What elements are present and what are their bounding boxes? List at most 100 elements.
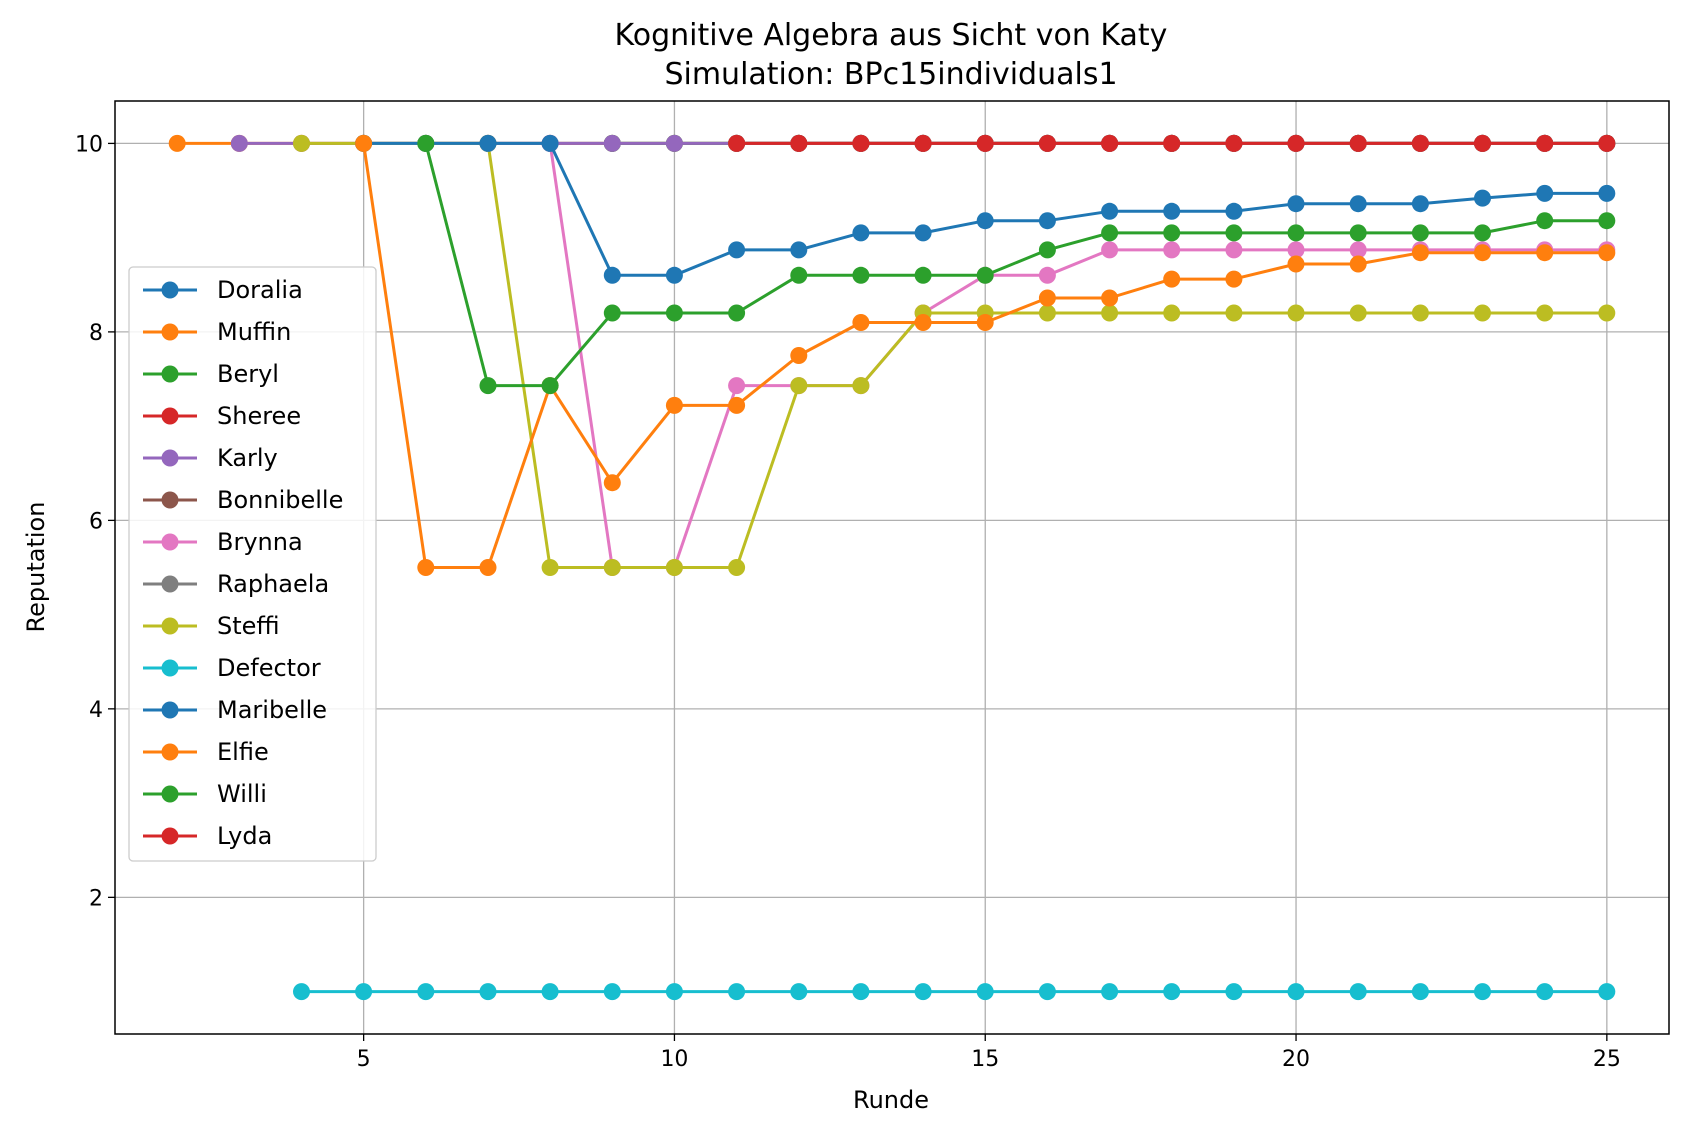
legend-marker <box>161 323 179 341</box>
series-maribelle <box>355 134 1616 284</box>
x-axis-label: Runde <box>853 1086 929 1114</box>
data-point <box>1536 212 1554 230</box>
data-point <box>1536 244 1554 262</box>
x-tick-label: 10 <box>660 1047 688 1072</box>
data-point <box>1225 134 1243 152</box>
data-point <box>1101 983 1119 1001</box>
series-willi <box>417 134 1616 395</box>
legend-item-doralia: Doralia <box>143 276 303 304</box>
chart-title: Kognitive Algebra aus Sicht von Katy <box>615 18 1168 53</box>
legend-label: Elfie <box>217 738 269 766</box>
chart-subtitle: Simulation: BPc15individuals1 <box>664 57 1117 92</box>
data-point <box>1225 202 1243 220</box>
data-point <box>1598 134 1616 152</box>
legend-marker <box>161 785 179 803</box>
data-point <box>541 559 559 576</box>
data-point <box>1598 983 1616 1001</box>
data-point <box>1225 983 1243 1001</box>
legend-marker <box>161 407 179 425</box>
series-line <box>548 143 1607 569</box>
data-point <box>1411 244 1429 262</box>
data-point <box>1411 224 1429 242</box>
data-point <box>1225 224 1243 242</box>
legend-marker <box>161 281 179 299</box>
legend-item-bonnibelle: Bonnibelle <box>143 486 343 514</box>
legend-label: Bonnibelle <box>217 486 343 514</box>
data-point <box>790 241 808 259</box>
data-point <box>852 134 870 152</box>
data-point <box>852 377 870 395</box>
legend-label: Maribelle <box>217 696 327 724</box>
data-point <box>1287 983 1305 1001</box>
data-point <box>1349 241 1367 259</box>
data-point <box>1411 983 1429 1001</box>
data-point <box>417 983 435 1001</box>
data-point <box>479 559 497 576</box>
data-point <box>1038 266 1056 284</box>
data-point <box>1598 212 1616 230</box>
data-point <box>976 983 994 1001</box>
data-point <box>1287 224 1305 242</box>
data-point <box>914 314 932 331</box>
legend-marker <box>161 659 179 677</box>
legend-label: Beryl <box>217 360 279 388</box>
data-point <box>728 983 746 1001</box>
legend-item-defector: Defector <box>143 654 321 682</box>
data-point <box>1349 224 1367 242</box>
data-point <box>976 314 994 331</box>
data-point <box>541 983 559 1001</box>
data-point <box>1225 304 1243 322</box>
data-point <box>790 266 808 284</box>
legend-marker <box>161 575 179 593</box>
data-point <box>1349 134 1367 152</box>
y-tick-label: 6 <box>89 509 103 534</box>
data-point <box>665 134 683 152</box>
data-point <box>1411 195 1429 213</box>
data-point <box>728 304 746 322</box>
plot-frame <box>114 100 1670 1035</box>
legend-label: Doralia <box>217 276 303 304</box>
data-point <box>728 134 746 152</box>
series-defector <box>293 983 1616 1001</box>
y-tick-label: 2 <box>89 886 103 911</box>
data-point <box>1474 983 1491 1001</box>
data-point <box>852 983 870 1001</box>
legend-item-lyda: Lyda <box>143 822 272 850</box>
legend-label: Raphaela <box>217 570 329 598</box>
legend-marker <box>161 617 179 635</box>
data-point <box>168 134 186 152</box>
data-point <box>293 134 310 152</box>
legend-label: Brynna <box>217 528 303 556</box>
legend-box <box>128 266 377 862</box>
legend-marker <box>161 533 179 551</box>
y-tick-label: 4 <box>89 698 103 723</box>
data-point <box>1287 195 1305 213</box>
legend-item-sheree: Sheree <box>143 402 301 430</box>
series-lyda <box>728 134 1616 152</box>
legend-item-steffi: Steffi <box>143 612 280 640</box>
data-point <box>355 134 373 152</box>
data-point <box>1163 241 1181 259</box>
legend-item-maribelle: Maribelle <box>143 696 327 724</box>
data-point <box>1287 255 1305 273</box>
data-point <box>976 134 994 152</box>
data-point <box>1101 134 1119 152</box>
legend-marker <box>161 827 179 845</box>
legend-item-elfie: Elfie <box>143 738 269 766</box>
data-point <box>417 134 435 152</box>
legend-label: Defector <box>217 654 321 682</box>
data-point <box>665 304 683 322</box>
legend: Doralia Muffin Beryl Sheree Karly Bonnibelle B… <box>128 266 377 862</box>
y-axis-label: Reputation <box>22 502 50 633</box>
data-point <box>728 396 746 414</box>
data-point <box>1349 255 1367 273</box>
data-point <box>1411 304 1429 322</box>
series-elfie <box>355 134 1616 576</box>
data-point <box>541 134 559 152</box>
data-point <box>1598 184 1616 202</box>
data-point <box>1287 134 1305 152</box>
data-point <box>1474 134 1491 152</box>
data-point <box>1225 241 1243 259</box>
data-point <box>976 212 994 230</box>
